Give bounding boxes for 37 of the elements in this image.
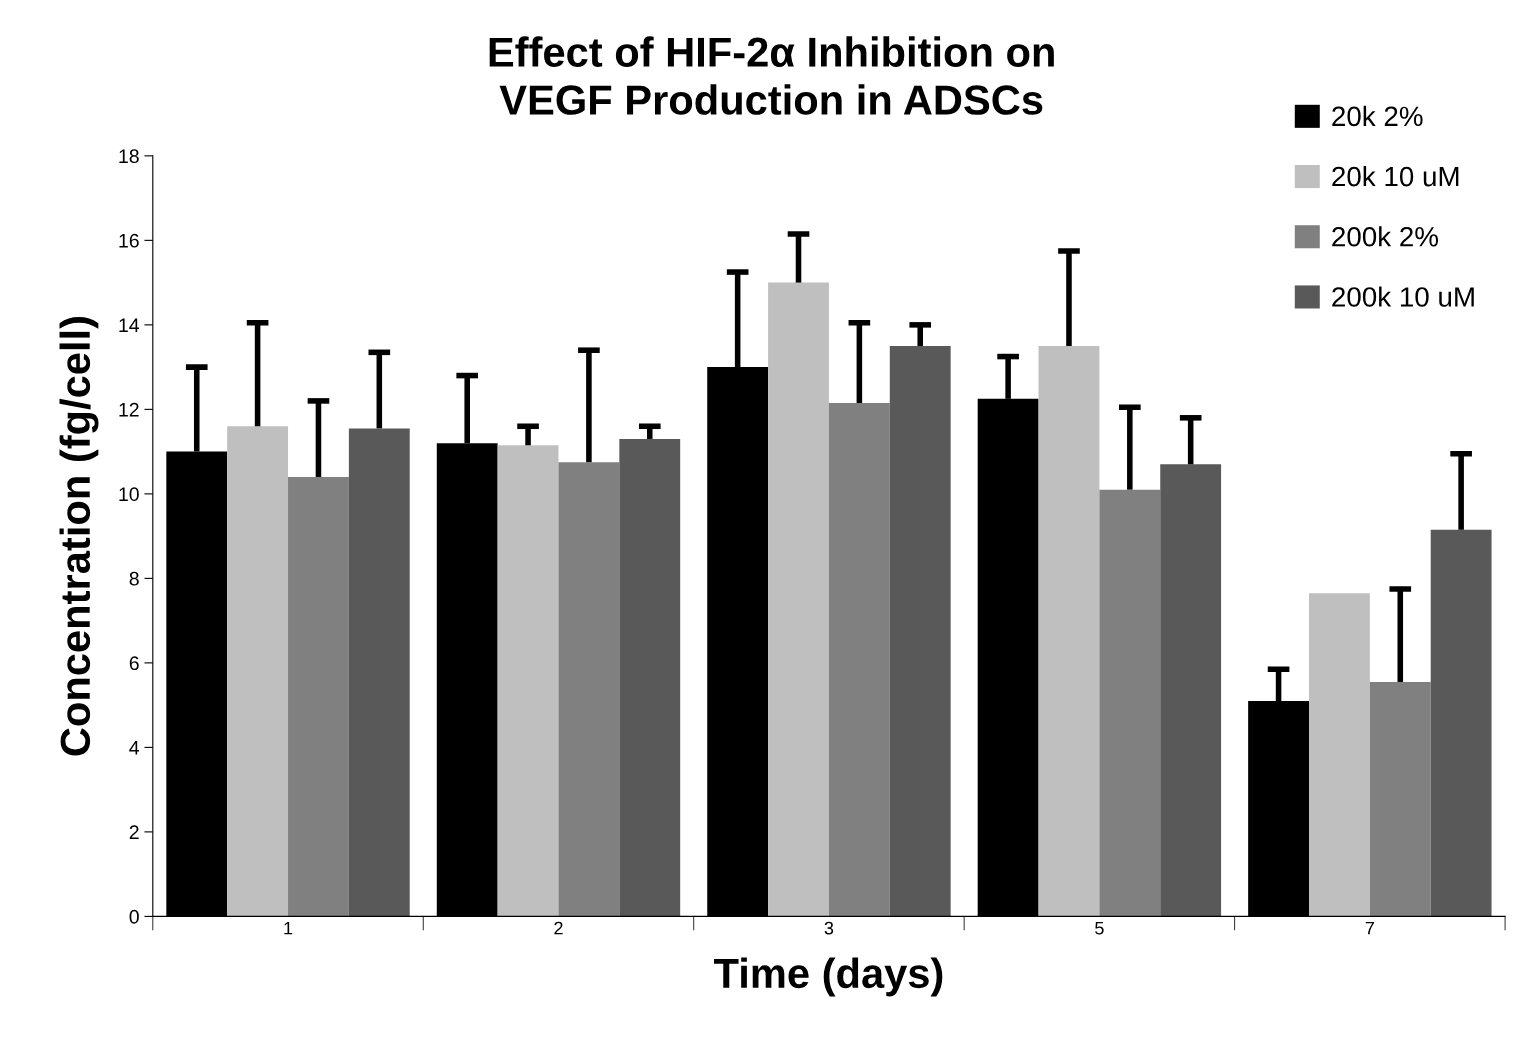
y-tick-label: 10 (119, 487, 139, 502)
bar (1430, 529, 1492, 917)
y-tick-label: 14 (119, 318, 140, 332)
bar (828, 403, 890, 917)
legend-label: 200k 2% (1332, 226, 1439, 247)
bar (1038, 345, 1100, 917)
bar (497, 445, 559, 917)
y-tick-label: 12 (119, 402, 139, 417)
x-tick-label: 1 (284, 921, 293, 935)
bar (288, 476, 349, 917)
bar (348, 428, 410, 917)
bar (1369, 681, 1431, 917)
y-axis-title: Concentration (fg/cell) (59, 317, 99, 756)
y-tick-label: 18 (119, 149, 139, 164)
x-tick-label: 2 (554, 921, 563, 935)
bar (558, 462, 620, 917)
legend-label: 20k 10 uM (1332, 165, 1459, 187)
bar (1099, 489, 1161, 917)
bar (619, 438, 681, 917)
y-tick-label: 4 (129, 741, 140, 755)
y-tick-label: 2 (129, 825, 139, 839)
bar (227, 426, 289, 917)
y-tick-label: 8 (129, 571, 139, 586)
bar (1160, 464, 1222, 917)
y-tick-label: 16 (119, 233, 139, 248)
x-tick-label: 7 (1365, 921, 1374, 935)
legend-label: 200k 10 uM (1332, 286, 1474, 307)
x-axis-title: Time (days) (714, 957, 943, 997)
bar (768, 282, 829, 917)
bar (889, 345, 951, 917)
x-tick-label: 5 (1095, 921, 1104, 935)
chart-title: Effect of HIF-2α Inhibition on VEGF Production in ADSCs (489, 36, 1054, 115)
legend-label: 20k 2% (1332, 105, 1423, 127)
x-tick-label: 3 (824, 921, 834, 935)
y-tick-label: 0 (129, 909, 139, 924)
bar (1309, 593, 1370, 917)
y-tick-label: 6 (129, 656, 139, 671)
